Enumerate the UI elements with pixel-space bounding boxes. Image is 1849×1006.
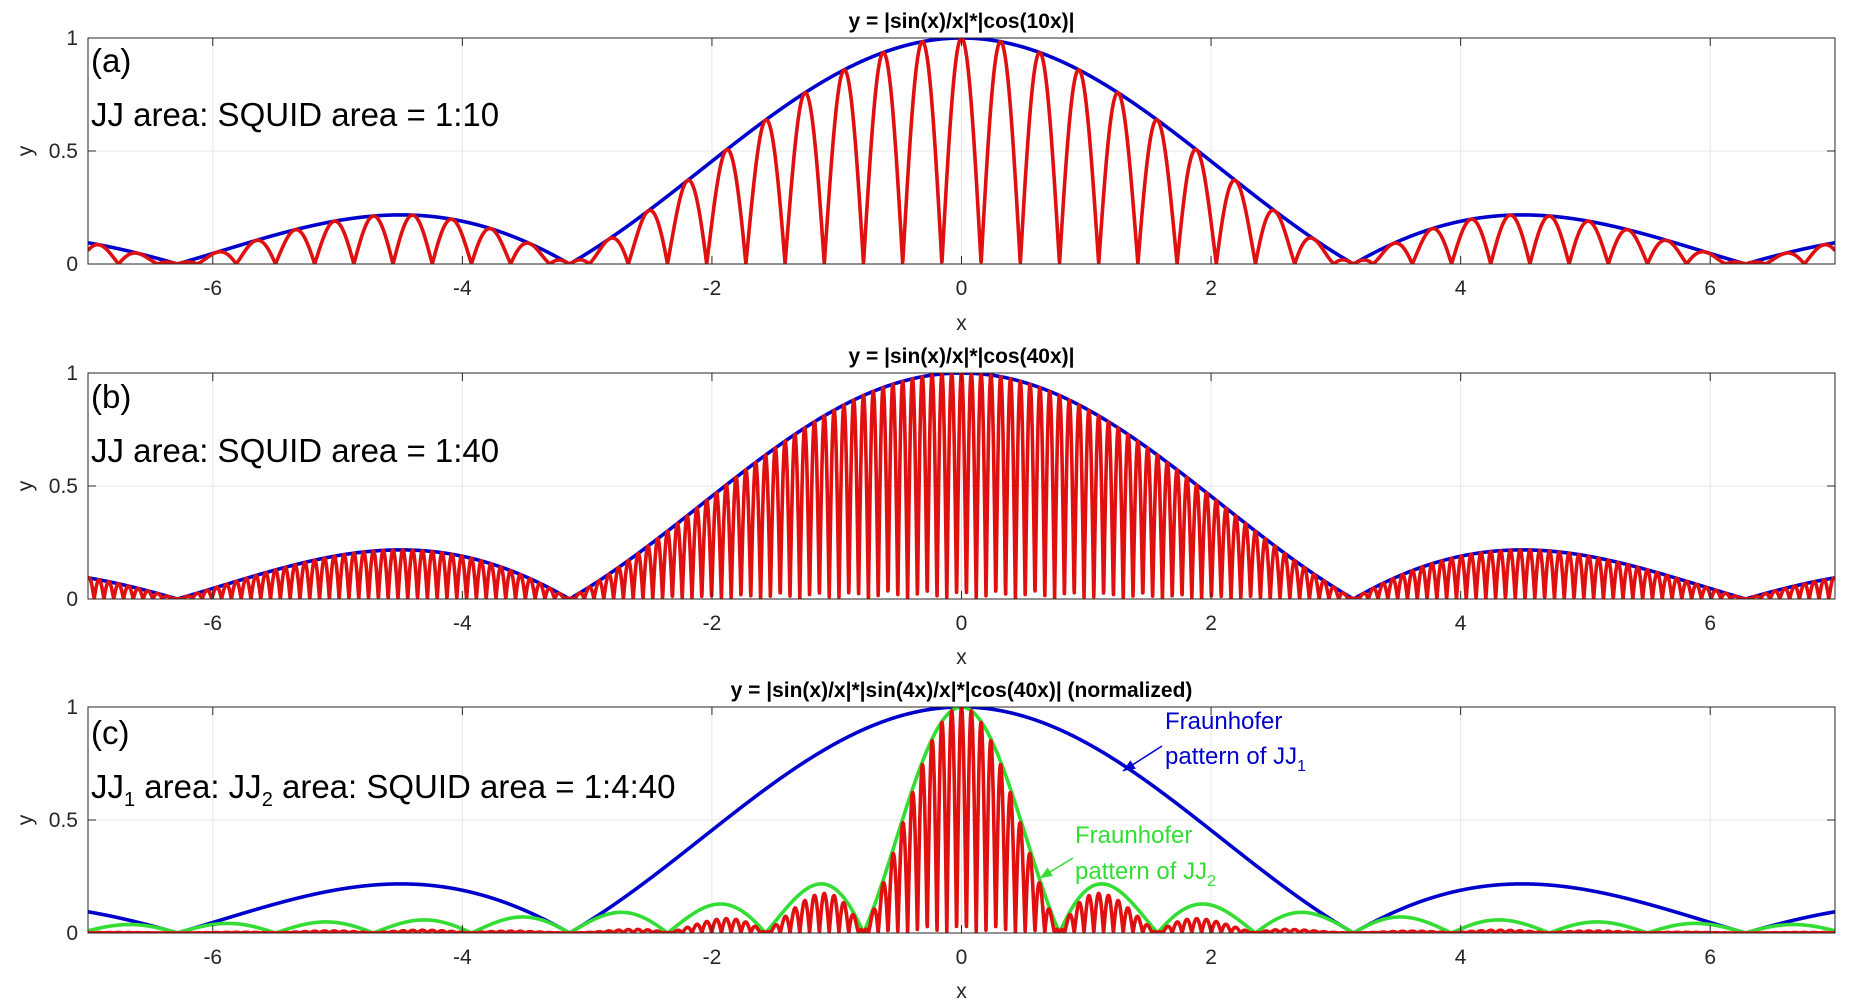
y-tick-label: 0.5 xyxy=(49,809,78,832)
x-tick-label: -6 xyxy=(203,277,222,300)
x-tick-label: 4 xyxy=(1455,612,1467,635)
x-tick-label: 0 xyxy=(956,612,968,635)
callout-jj2: Fraunhofer pattern of JJ2 xyxy=(1039,822,1216,890)
series-group xyxy=(88,373,1835,599)
x-tick-label: 4 xyxy=(1455,946,1467,969)
series-line-1 xyxy=(88,38,1835,264)
x-tick-label: -4 xyxy=(453,612,472,635)
x-tick-label: -6 xyxy=(203,946,222,969)
x-axis-label: x xyxy=(956,646,967,669)
y-tick-label: 0 xyxy=(66,588,78,611)
callout-arrowhead xyxy=(1040,867,1053,878)
x-tick-label: 2 xyxy=(1205,612,1217,635)
y-tick-label: 0 xyxy=(66,922,78,945)
x-tick-label: 2 xyxy=(1205,946,1217,969)
y-axis-label: y xyxy=(14,814,37,825)
series-line-0 xyxy=(88,38,1835,264)
y-tick-label: 0 xyxy=(66,253,78,276)
x-tick-label: 6 xyxy=(1704,277,1716,300)
y-tick-label: 0.5 xyxy=(49,475,78,498)
x-axis-label: x xyxy=(956,312,967,335)
callout-line2: pattern of JJ2 xyxy=(1075,858,1216,890)
panel-b: -6 -4 -2 0 2 4 6 0 0.5 1 x y y = |sin(x)/x|*|cos(40x… xyxy=(14,345,1836,669)
x-tick-label: -2 xyxy=(703,946,722,969)
x-tick-label: 2 xyxy=(1205,277,1217,300)
area-ratio-annotation: JJ1 area: JJ2 area: SQUID area = 1:4:40 xyxy=(91,768,675,811)
series-group xyxy=(88,38,1835,264)
callout-jj1: Fraunhofer pattern of JJ1 xyxy=(1122,708,1306,775)
x-tick-label: 6 xyxy=(1704,612,1716,635)
y-axis-label: y xyxy=(14,480,37,491)
chart-title: y = |sin(x)/x|*|cos(10x)| xyxy=(848,10,1074,33)
chart-title: y = |sin(x)/x|*|sin(4x)/x|*|cos(40x)| (n… xyxy=(731,679,1193,702)
panel-label: (b) xyxy=(91,378,131,415)
x-tick-label: 6 xyxy=(1704,946,1716,969)
y-axis-label: y xyxy=(14,145,37,156)
panels: -6 -4 -2 0 2 4 6 0 0.5 1 x y y = |sin(x)/x|*|cos(10x… xyxy=(14,10,1836,1003)
x-tick-label: -2 xyxy=(703,612,722,635)
x-tick-label: -6 xyxy=(203,612,222,635)
y-tick-label: 1 xyxy=(66,362,78,385)
y-tick-label: 1 xyxy=(66,27,78,50)
series-line-0 xyxy=(88,373,1835,599)
area-ratio-annotation: JJ area: SQUID area = 1:10 xyxy=(91,96,499,133)
callout-line1: Fraunhofer xyxy=(1165,708,1282,735)
x-tick-label: -4 xyxy=(453,277,472,300)
chart-title: y = |sin(x)/x|*|cos(40x)| xyxy=(848,345,1074,368)
series-line-0 xyxy=(88,707,1835,933)
callout-line2: pattern of JJ1 xyxy=(1165,743,1306,775)
x-tick-label: 4 xyxy=(1455,277,1467,300)
y-tick-label: 0.5 xyxy=(49,140,78,163)
panel-c: -6 -4 -2 0 2 4 6 0 0.5 1 x y y = |sin(x)/x|*|sin(4x)… xyxy=(14,679,1836,1003)
panel-a: -6 -4 -2 0 2 4 6 0 0.5 1 x y y = |sin(x)/x|*|cos(10x… xyxy=(14,10,1836,335)
x-tick-label: -4 xyxy=(453,946,472,969)
area-ratio-annotation: JJ area: SQUID area = 1:40 xyxy=(91,432,499,469)
callout-line1: Fraunhofer xyxy=(1075,822,1192,849)
series-line-1 xyxy=(88,707,1835,933)
x-tick-label: 0 xyxy=(956,946,968,969)
series-line-1 xyxy=(88,373,1835,599)
panel-label: (c) xyxy=(91,714,129,751)
callout-arrowhead xyxy=(1123,760,1136,771)
x-axis-label: x xyxy=(956,980,967,1003)
y-tick-label: 1 xyxy=(66,696,78,719)
x-tick-label: -2 xyxy=(703,277,722,300)
x-tick-label: 0 xyxy=(956,277,968,300)
panel-label: (a) xyxy=(91,42,131,79)
